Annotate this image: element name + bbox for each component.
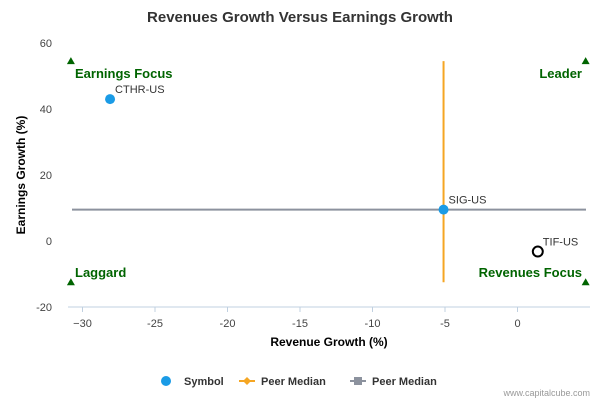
quadrant-label-top-right: Leader: [539, 66, 582, 81]
point-label-tif-us: TIF-US: [543, 237, 578, 249]
x-tick-label: -20: [220, 318, 236, 330]
quadrant-label-top-left: Earnings Focus: [75, 66, 173, 81]
y-tick-label: 40: [40, 104, 52, 116]
legend: Symbol Peer Median Peer Median: [161, 376, 437, 388]
y-tick-label: -20: [36, 302, 52, 314]
credit-text: www.capitalcube.com: [502, 388, 590, 398]
data-points: CTHR-US SIG-US TIF-US: [105, 84, 578, 258]
legend-marker-symbol: [161, 376, 171, 386]
quadrant-label-bottom-right: Revenues Focus: [479, 265, 582, 280]
point-label-sig-us: SIG-US: [449, 195, 487, 207]
y-tick-label: 60: [40, 38, 52, 50]
point-cthr-us: [105, 94, 116, 105]
point-sig-us: [438, 204, 449, 215]
quadrant-label-bottom-left: Laggard: [75, 265, 126, 280]
point-tif-us: [531, 245, 544, 258]
quadrant-marker-top-right: [581, 57, 590, 65]
x-tick-label: 0: [514, 318, 520, 330]
x-tick-label: −30: [73, 318, 92, 330]
quadrant-marker-top-left: [66, 57, 75, 65]
x-tick-label: -25: [147, 318, 163, 330]
y-tick-label: 0: [46, 236, 52, 248]
legend-marker-earnings-median: [354, 377, 362, 385]
chart-title: Revenues Growth Versus Earnings Growth: [147, 9, 453, 26]
quadrant-marker-bottom-right: [581, 278, 590, 286]
quadrant-marker-bottom-left: [66, 278, 75, 286]
x-tick-label: -10: [365, 318, 381, 330]
x-tick-label: -5: [440, 318, 450, 330]
quadrant-labels: Earnings Focus Leader Laggard Revenues Focu…: [66, 57, 590, 286]
point-label-cthr-us: CTHR-US: [115, 84, 165, 96]
peer-median-lines: [72, 61, 586, 283]
legend-label: Symbol: [184, 376, 224, 388]
x-axis-ticks: −30 -25 -20 -15 -10 -5 0: [73, 307, 521, 330]
legend-marker-revenue-median: [243, 377, 251, 385]
y-axis-ticks: -20 0 20 40 60: [36, 38, 52, 314]
y-axis-title: Earnings Growth (%): [14, 116, 28, 235]
y-tick-label: 20: [40, 170, 52, 182]
legend-label: Peer Median: [372, 376, 437, 388]
x-axis-title: Revenue Growth (%): [270, 335, 387, 349]
legend-label: Peer Median: [261, 376, 326, 388]
x-tick-label: -15: [292, 318, 308, 330]
